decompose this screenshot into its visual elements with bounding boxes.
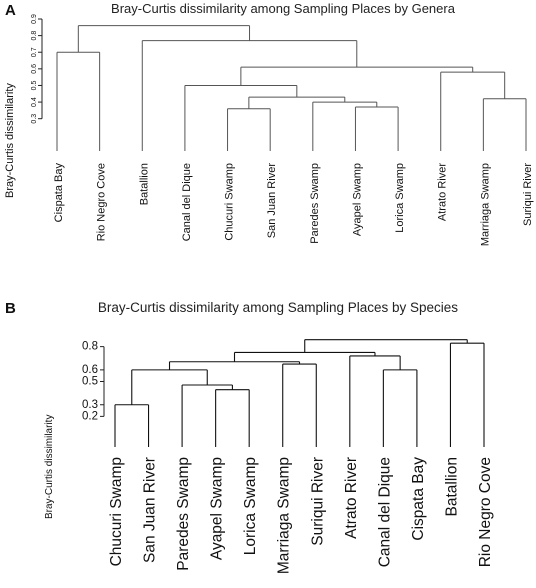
y-tick-label: 0.2	[82, 410, 98, 422]
leaf-label: Paredes Swamp	[309, 163, 321, 244]
y-tick-label: 0.6	[31, 64, 38, 74]
panel-b: B Bray-Curtis dissimilarity among Sampli…	[0, 296, 536, 588]
y-tick-label: 0.3	[82, 399, 98, 411]
y-tick-label: 0.7	[31, 47, 38, 57]
leaf-label: Paredes Swamp	[175, 457, 192, 571]
y-tick-label: 0.4	[31, 97, 38, 107]
leaf-label: San Juan River	[266, 163, 278, 239]
leaf-label: San Juan River	[142, 457, 159, 563]
leaf-label: Canal del Dique	[181, 163, 193, 241]
chart-title-b: Bray-Curtis dissimilarity among Sampling…	[97, 300, 459, 315]
leaf-label: Rio Negro Cove	[96, 163, 108, 241]
leaf-label: Chucuri Swamp	[108, 457, 125, 566]
y-tick-label: 0.9	[31, 14, 38, 24]
y-tick-label: 0.6	[82, 364, 98, 376]
leaf-label: Ayapel Swamp	[351, 163, 363, 236]
leaf-label: Marriaga Swamp	[276, 457, 293, 574]
leaf-label: Marriaga Swamp	[479, 163, 491, 246]
leaf-label: Lorica Swamp	[394, 163, 406, 233]
leaf-label: Atrato River	[343, 457, 360, 539]
leaf-label: Suriqui River	[522, 163, 534, 226]
dendrogram-genera: 0.3 0.4 0.5 0.6 0.7 0.8 0.9 Cispata Bay Rio Negr…	[31, 14, 534, 246]
y-tick-label: 0.3	[31, 114, 38, 124]
chart-title-a: Bray-Curtis dissimilarity among Sampling…	[111, 1, 455, 16]
leaf-label: Batallion	[138, 163, 150, 205]
panel-a: A Bray-Curtis dissimilarity among Sampli…	[0, 0, 536, 278]
y-tick-label: 0.8	[82, 341, 98, 353]
leaf-label: Cispata Bay	[410, 457, 427, 541]
leaf-label: Atrato River	[437, 163, 449, 221]
y-tick-label: 0.5	[82, 376, 98, 388]
y-tick-label: 0.5	[31, 80, 38, 90]
leaf-label: Cispata Bay	[53, 163, 65, 223]
leaf-label: Chucuri Swamp	[224, 163, 236, 241]
leaf-label: Lorica Swamp	[242, 457, 259, 555]
leaf-label: Ayapel Swamp	[209, 457, 226, 560]
leaf-label: Suriqui River	[309, 457, 326, 546]
panel-label-b: B	[5, 300, 16, 317]
y-tick-label: 0.8	[31, 31, 38, 41]
dendrogram-species: 0.20.3 0.50.6 0.8 Chucuri Swamp San Juan Riv…	[82, 339, 494, 574]
leaf-label: Canal del Dique	[376, 457, 393, 567]
panel-label-a: A	[5, 2, 16, 19]
leaf-label: Batallion	[443, 457, 460, 516]
leaf-label: Rio Negro Cove	[477, 457, 494, 567]
